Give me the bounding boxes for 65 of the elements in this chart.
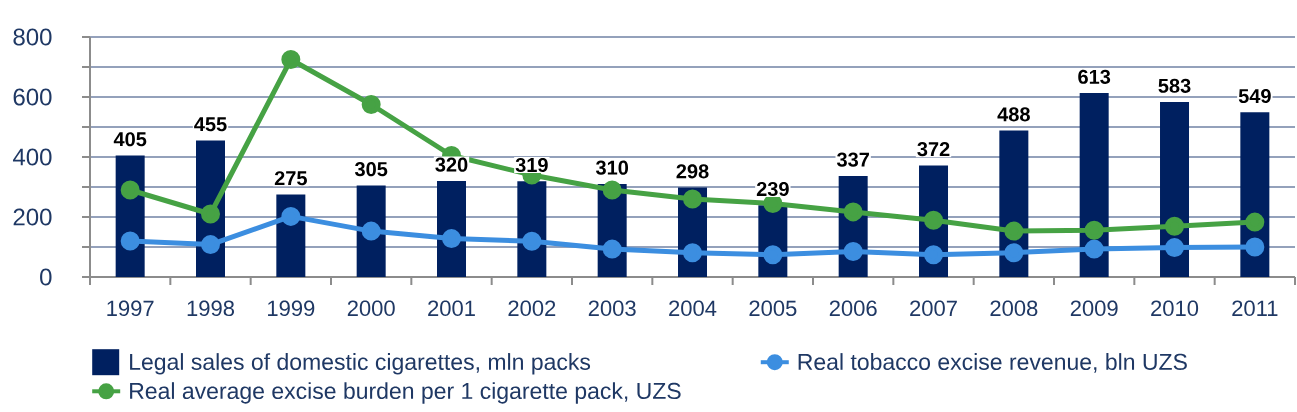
x-tick-label: 2001 [428,300,475,317]
x-tick-label: 2004 [669,300,717,317]
point [1084,220,1104,240]
y-tick-label: 600 [13,88,52,106]
data-label: 319 [515,157,548,173]
y-tick-label: 0 [40,268,52,286]
point [1084,239,1104,259]
data-label: 455 [194,117,227,132]
legend-label: Real average excise burden per 1 cigarette pack, UZS [130,382,681,404]
point [281,206,301,226]
legend-label: Real tobacco excise revenue, bln UZS [798,353,1187,373]
point [843,242,863,261]
point [522,231,542,251]
point [1165,216,1185,236]
point [843,202,863,222]
point [442,229,461,249]
x-tick-label: 2003 [588,300,636,317]
y-tick-label: 800 [13,28,52,46]
point [1245,212,1265,232]
point [201,235,220,255]
data-label: 405 [113,132,147,147]
x-tick-label: 2005 [749,300,797,317]
x-tick-label: 2002 [508,300,556,317]
data-label: 239 [756,181,789,197]
point [120,180,140,200]
x-tick-label: 2000 [347,300,395,317]
x-tick-label: 2010 [1151,300,1199,317]
data-label: 583 [1158,78,1191,93]
data-label: 613 [1078,69,1111,84]
point [1004,221,1024,241]
point [924,245,944,265]
data-label: 298 [676,164,709,179]
point [361,95,381,114]
point [763,245,783,265]
x-tick-label: 1998 [187,300,234,317]
y-tick-label: 400 [12,148,52,166]
point [361,221,381,241]
data-label: 320 [435,157,468,172]
point [1245,237,1265,257]
point [281,50,301,70]
data-label: 488 [997,107,1030,122]
point [683,243,703,263]
point [1004,243,1024,263]
point [120,231,140,251]
data-label: 275 [274,171,307,186]
point [924,210,944,230]
point [602,180,622,200]
point [201,204,220,224]
data-label: 305 [354,162,388,177]
data-label: 372 [917,142,950,157]
legend-label: Legal sales of domestic cigarettes, mln packs [130,353,591,375]
point [1165,238,1185,258]
y-tick-label: 200 [13,208,52,226]
x-tick-label: 2006 [829,300,877,317]
x-tick-label: 1997 [107,300,154,317]
data-label: 310 [595,160,629,175]
x-tick-label: 1999 [268,300,315,317]
data-label: 549 [1238,88,1271,104]
x-tick-label: 2007 [910,300,957,317]
point [602,239,622,259]
point [683,189,703,209]
x-tick-label: 2009 [1070,300,1118,317]
data-label: 337 [836,152,869,167]
x-tick-label: 2011 [1232,300,1278,317]
x-tick-label: 2008 [990,300,1038,317]
